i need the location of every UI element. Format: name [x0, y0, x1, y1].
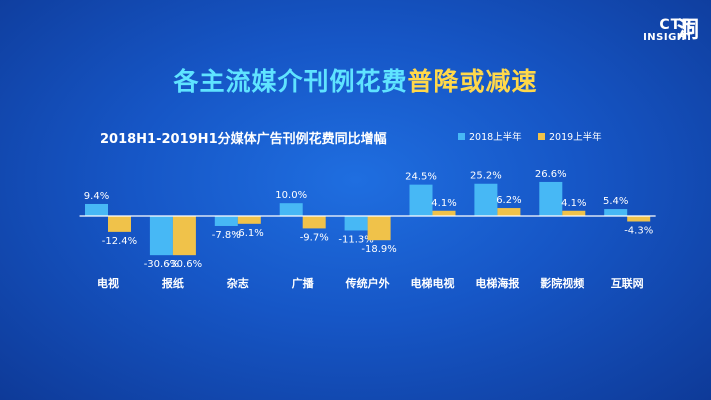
- data-label-2-6: 4.1%: [431, 198, 456, 209]
- data-label-1-8: 26.6%: [535, 169, 567, 180]
- legend-swatch-1: [458, 133, 465, 140]
- data-label-2-9: -4.3%: [624, 226, 653, 237]
- legend-label-1: 2018上半年: [469, 131, 522, 143]
- data-label-1-4: 10.0%: [275, 190, 307, 201]
- bar-1-5: [344, 216, 368, 231]
- bar-2-1: [108, 216, 131, 232]
- bar-1-9: [604, 209, 628, 216]
- legend-label-2: 2019上半年: [549, 131, 602, 143]
- bar-2-6: [432, 210, 456, 216]
- page-title-part1: 各主流媒介刊例花费: [173, 67, 408, 96]
- category-label-9: 互联网: [611, 276, 644, 290]
- data-label-1-7: 25.2%: [470, 171, 502, 182]
- data-label-1-1: 9.4%: [84, 191, 109, 202]
- bar-1-6: [409, 184, 433, 216]
- data-label-2-7: 6.2%: [496, 195, 521, 206]
- category-label-8: 影院视频: [540, 276, 584, 290]
- bar-2-7: [497, 208, 521, 216]
- data-label-2-4: -9.7%: [300, 232, 329, 243]
- category-label-7: 电梯海报: [475, 276, 520, 290]
- legend-swatch-2: [538, 133, 545, 140]
- bar-1-1: [85, 203, 108, 216]
- bar-2-9: [627, 216, 651, 222]
- bar-1-2: [149, 216, 173, 256]
- data-label-2-2: -30.6%: [167, 259, 202, 270]
- bar-2-3: [237, 216, 261, 224]
- page-title-part2: 普降或减速: [407, 67, 538, 96]
- bar-1-8: [539, 181, 563, 216]
- logo-insight-text: INSIGHT: [643, 32, 693, 43]
- category-label-4: 广播: [292, 276, 315, 290]
- category-label-2: 报纸: [162, 276, 184, 290]
- data-label-1-2: -30.6%: [144, 259, 179, 270]
- logo-ctr-text: CTR: [659, 17, 693, 33]
- category-label-3: 杂志: [227, 276, 249, 290]
- category-label-5: 传统户外: [345, 276, 390, 290]
- ctr-insight-logo: CTR INSIGHT 洞: [643, 17, 699, 44]
- logo-glyph: 洞: [676, 17, 699, 43]
- data-label-2-3: -6.1%: [235, 228, 264, 239]
- bar-1-4: [279, 203, 303, 216]
- data-label-1-6: 24.5%: [405, 172, 437, 183]
- data-label-1-5: -11.3%: [338, 234, 373, 245]
- data-label-2-8: 4.1%: [561, 198, 586, 209]
- data-label-1-3: -7.8%: [212, 230, 241, 241]
- bar-2-5: [367, 216, 391, 241]
- bar-1-3: [214, 216, 238, 226]
- chart-legend: 2018上半年 2019上半年: [458, 131, 602, 143]
- data-label-1-9: 5.4%: [603, 196, 628, 207]
- bar-2-2: [172, 216, 196, 256]
- chart-title: 2018H1-2019H1分媒体广告刊例花费同比增幅: [100, 131, 387, 147]
- page-title: 各主流媒介刊例花费普降或减速: [0, 62, 711, 98]
- bar-2-4: [302, 216, 326, 229]
- chart-bars: 9.4% -12.4% 电视 -30.6%-30.6% 报纸 -7.8%-6.1% 杂志 10…: [84, 169, 653, 290]
- bar-2-8: [562, 210, 586, 216]
- data-label-2-1: -12.4%: [102, 236, 137, 247]
- bar-1-7: [474, 183, 498, 216]
- category-label-6: 电梯电视: [411, 276, 455, 290]
- category-label-1: 电视: [97, 276, 119, 290]
- data-label-2-5: -18.9%: [361, 244, 396, 255]
